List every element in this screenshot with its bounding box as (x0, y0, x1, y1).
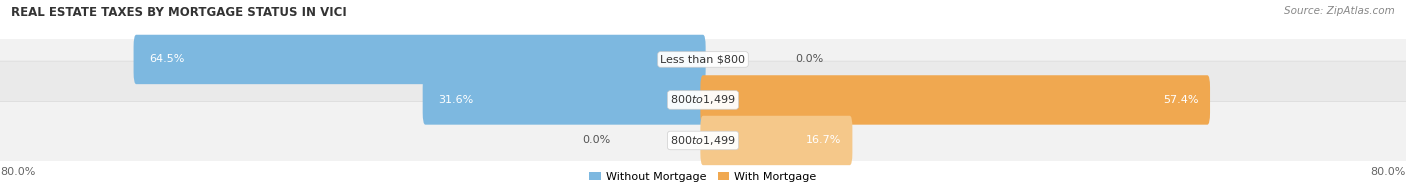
Text: $800 to $1,499: $800 to $1,499 (671, 93, 735, 106)
Text: REAL ESTATE TAXES BY MORTGAGE STATUS IN VICI: REAL ESTATE TAXES BY MORTGAGE STATUS IN … (11, 6, 347, 19)
FancyBboxPatch shape (423, 75, 706, 125)
FancyBboxPatch shape (134, 35, 706, 84)
FancyBboxPatch shape (700, 75, 1211, 125)
Text: 80.0%: 80.0% (1371, 167, 1406, 177)
Text: Source: ZipAtlas.com: Source: ZipAtlas.com (1284, 6, 1395, 16)
FancyBboxPatch shape (700, 116, 852, 165)
Text: 80.0%: 80.0% (0, 167, 35, 177)
Text: 31.6%: 31.6% (439, 95, 474, 105)
Text: 64.5%: 64.5% (149, 54, 184, 64)
FancyBboxPatch shape (0, 21, 1406, 98)
Legend: Without Mortgage, With Mortgage: Without Mortgage, With Mortgage (589, 172, 817, 182)
Text: 0.0%: 0.0% (582, 135, 610, 145)
FancyBboxPatch shape (0, 102, 1406, 179)
Text: 0.0%: 0.0% (796, 54, 824, 64)
Text: $800 to $1,499: $800 to $1,499 (671, 134, 735, 147)
Text: Less than $800: Less than $800 (661, 54, 745, 64)
Text: 16.7%: 16.7% (806, 135, 841, 145)
FancyBboxPatch shape (0, 61, 1406, 139)
Text: 57.4%: 57.4% (1163, 95, 1198, 105)
